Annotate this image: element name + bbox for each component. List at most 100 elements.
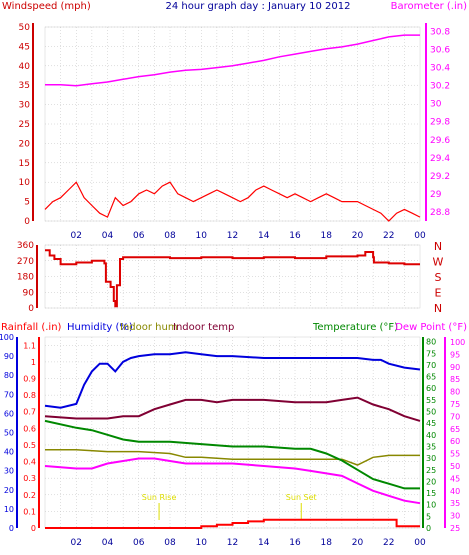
compass-tick-label: S (435, 271, 442, 284)
temperature-tick-label: 5 (426, 512, 431, 521)
humidity-tick-label: 60 (4, 409, 14, 418)
humidity-tick-label: 100 (0, 333, 14, 342)
indoor-temp-series-line (44, 396, 421, 422)
humidity-tick-label: 10 (4, 505, 14, 514)
temperature-tick-label: 65 (426, 373, 436, 382)
barometer-tick-label: 29.2 (430, 172, 450, 182)
rainfall-axis-title: Rainfall (.in) (1, 322, 62, 333)
barometer-tick-label: 30.8 (430, 28, 450, 38)
dewpoint-tick-label: 30 (450, 512, 460, 521)
temperature-tick-label: 75 (426, 349, 436, 358)
bottom-x-tick-label: 08 (164, 538, 176, 548)
bottom-x-tick-label: 22 (383, 538, 394, 548)
barometer-tick-label: 28.8 (430, 208, 450, 218)
humidity-series-line (44, 351, 421, 409)
chart-title: 24 hour graph day : January 10 2012 (166, 1, 351, 12)
barometer-axis-title: Barometer (.in) (391, 1, 467, 12)
windspeed-tick-label: 0 (24, 217, 30, 227)
direction-tick-label: 270 (17, 257, 34, 267)
direction-tick-label: 90 (23, 288, 35, 298)
dewpoint-tick-label: 100 (450, 338, 465, 347)
compass-tick-label: E (435, 287, 442, 300)
windspeed-tick-label: 40 (19, 62, 31, 72)
dewpoint-tick-label: 60 (450, 437, 460, 446)
bottom-x-tick-label: 00 (414, 538, 426, 548)
dewpoint-axis-title: Dew Point (°F) (395, 322, 467, 333)
bottom-x-tick-label: 12 (227, 538, 238, 548)
dewpoint-tick-label: 25 (450, 524, 460, 533)
dewpoint-tick-label: 50 (450, 462, 460, 471)
weather-conditions-panel: 1.110.90.80.70.60.50.40.30.20.1010090807… (0, 333, 465, 548)
bottom-x-tick-label: 06 (133, 538, 145, 548)
direction-tick-label: 180 (17, 273, 34, 283)
rainfall-series-line (45, 518, 420, 529)
barometer-tick-label: 30.4 (430, 64, 450, 74)
barometer-tick-label: 29.6 (430, 136, 450, 146)
temperature-tick-label: 15 (426, 489, 436, 498)
rainfall-tick-label: 0.9 (23, 375, 36, 384)
humidity-tick-label: 50 (4, 429, 14, 438)
top-x-tick-label: 10 (196, 231, 208, 241)
rainfall-tick-label: 0.1 (23, 507, 36, 516)
rainfall-tick-label: 0.8 (23, 391, 36, 400)
top-x-tick-label: 04 (102, 231, 114, 241)
barometer-tick-label: 29.4 (430, 154, 450, 164)
rainfall-tick-label: 0.4 (23, 458, 36, 467)
top-x-tick-label: 02 (71, 231, 82, 241)
rainfall-tick-label: 0.6 (23, 424, 36, 433)
barometer-tick-label: 30.6 (430, 46, 450, 56)
top-x-tick-label: 18 (321, 231, 333, 241)
rainfall-tick-label: 0.3 (23, 474, 36, 483)
wind-barometer-panel: 5045403530252015105030.830.630.430.23029… (19, 23, 450, 241)
top-x-tick-label: 00 (414, 231, 426, 241)
indoor-temp-axis-title: Indoor temp (173, 322, 234, 333)
dewpoint-tick-label: 75 (450, 400, 460, 409)
temperature-tick-label: 60 (426, 384, 436, 393)
humidity-tick-label: 70 (4, 390, 14, 399)
top-x-tick-label: 08 (164, 231, 176, 241)
indoor-hum-axis-title: Indoor hum (120, 322, 178, 333)
windspeed-tick-label: 25 (19, 120, 30, 130)
bottom-x-tick-label: 02 (71, 538, 82, 548)
temperature-tick-label: 55 (426, 396, 436, 405)
temperature-tick-label: 80 (426, 338, 436, 347)
windspeed-tick-label: 15 (19, 159, 30, 169)
dewpoint-tick-label: 95 (450, 350, 460, 359)
windspeed-tick-label: 35 (19, 81, 30, 91)
dewpoint-tick-label: 55 (450, 450, 460, 459)
dewpoint-tick-label: 80 (450, 388, 460, 397)
humidity-tick-label: 0 (9, 524, 14, 533)
dewpoint-tick-label: 65 (450, 425, 460, 434)
top-x-tick-label: 14 (258, 231, 270, 241)
rainfall-tick-label: 0.5 (23, 441, 36, 450)
windspeed-tick-label: 50 (19, 23, 31, 33)
barometer-tick-label: 30 (430, 100, 442, 110)
humidity-tick-label: 40 (4, 448, 14, 457)
rainfall-tick-label: 0.7 (23, 408, 36, 417)
dewpoint-tick-label: 70 (450, 412, 460, 421)
rainfall-tick-label: 0.2 (23, 491, 36, 500)
dewpoint-tick-label: 35 (450, 499, 460, 508)
sun-event-label: Sun Set (286, 493, 317, 502)
temperature-tick-label: 50 (426, 408, 436, 417)
windspeed-axis-title: Windspeed (mph) (2, 1, 91, 12)
temperature-tick-label: 30 (426, 454, 436, 463)
dewpoint-series-line (44, 457, 421, 505)
humidity-tick-label: 80 (4, 371, 14, 380)
dewpoint-tick-label: 40 (450, 487, 460, 496)
rainfall-tick-label: 1.1 (23, 341, 36, 350)
barometer-series-line (45, 34, 420, 87)
compass-tick-label: W (433, 256, 444, 269)
temperature-tick-label: 20 (426, 477, 436, 486)
top-x-tick-label: 06 (133, 231, 145, 241)
windspeed-tick-label: 10 (19, 178, 31, 188)
bottom-x-tick-label: 10 (196, 538, 208, 548)
windspeed-series-line (44, 181, 421, 222)
dewpoint-tick-label: 85 (450, 375, 460, 384)
sun-event-label: Sun Rise (142, 493, 177, 502)
windspeed-tick-label: 30 (19, 101, 31, 111)
windspeed-tick-label: 5 (24, 198, 30, 208)
barometer-tick-label: 29 (430, 190, 442, 200)
bottom-x-tick-label: 18 (321, 538, 333, 548)
temperature-tick-label: 35 (426, 442, 436, 451)
